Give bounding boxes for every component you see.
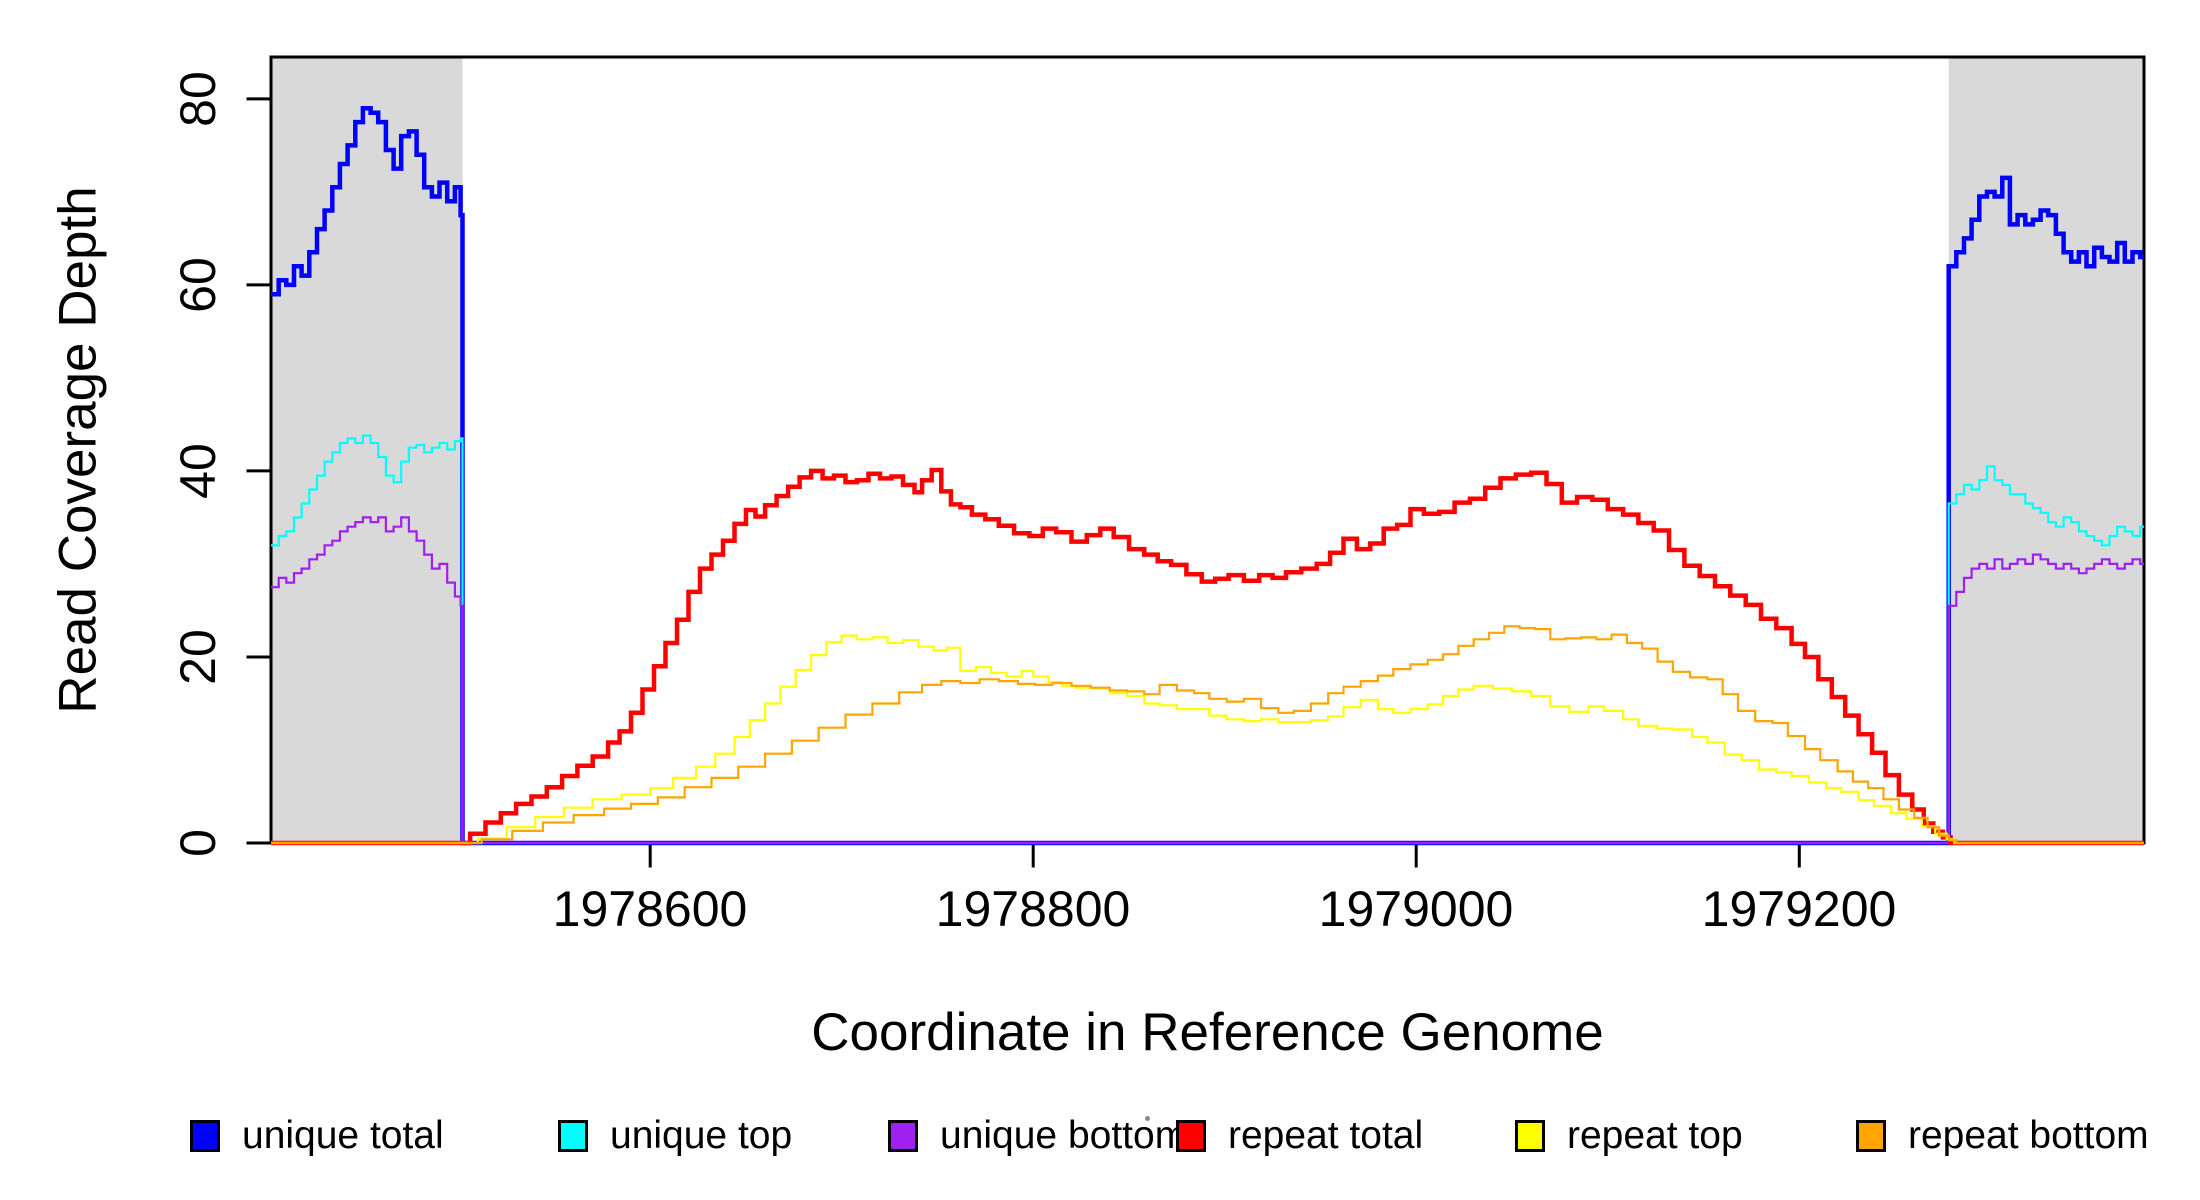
legend-item-repeat-bottom: repeat bottom bbox=[1856, 1114, 2149, 1158]
legend-swatch-icon bbox=[888, 1120, 918, 1152]
x-tick-label: 1978800 bbox=[935, 881, 1131, 937]
x-tick-label: 1979200 bbox=[1701, 881, 1897, 937]
legend-swatch-icon bbox=[1176, 1120, 1206, 1152]
y-tick-label: 20 bbox=[170, 629, 226, 685]
y-axis-title: Read Coverage Depth bbox=[48, 186, 108, 714]
x-tick-label: 1978600 bbox=[552, 881, 748, 937]
legend-item-unique-total: unique total bbox=[190, 1114, 444, 1158]
legend-item-unique-bottom: unique bottom bbox=[888, 1114, 1187, 1158]
legend-label: unique total bbox=[242, 1114, 444, 1157]
y-tick-label: 60 bbox=[170, 257, 226, 313]
legend-item-repeat-total: repeat total bbox=[1176, 1114, 1423, 1158]
y-tick-label: 40 bbox=[170, 443, 226, 499]
series-line-repeat-total bbox=[271, 467, 2144, 846]
legend-label: unique top bbox=[610, 1114, 793, 1157]
x-tick-label: 1979000 bbox=[1318, 881, 1514, 937]
series-line-repeat-bottom bbox=[271, 625, 2144, 845]
legend-swatch-icon bbox=[1856, 1120, 1886, 1152]
x-axis-title: Coordinate in Reference Genome bbox=[811, 1003, 1604, 1062]
legend-label: unique bottom bbox=[940, 1114, 1188, 1157]
y-tick-label: 0 bbox=[170, 829, 226, 857]
series-line-unique-bottom bbox=[271, 516, 2144, 845]
legend-item-unique-top: unique top bbox=[558, 1114, 792, 1158]
legend-swatch-icon bbox=[1515, 1120, 1545, 1152]
legend-label: repeat total bbox=[1228, 1114, 1424, 1157]
speck-artifact bbox=[1145, 1116, 1150, 1121]
shaded-region bbox=[271, 57, 463, 843]
shaded-region bbox=[1948, 57, 2144, 843]
legend-item-repeat-top: repeat top bbox=[1515, 1114, 1743, 1158]
legend-swatch-icon bbox=[190, 1120, 220, 1152]
y-tick-label: 80 bbox=[170, 71, 226, 127]
legend-swatch-icon bbox=[558, 1120, 588, 1152]
legend-label: repeat bottom bbox=[1908, 1114, 2149, 1157]
series-line-repeat-top bbox=[271, 634, 2144, 845]
plot-border bbox=[269, 55, 2146, 845]
legend-label: repeat top bbox=[1567, 1114, 1743, 1157]
